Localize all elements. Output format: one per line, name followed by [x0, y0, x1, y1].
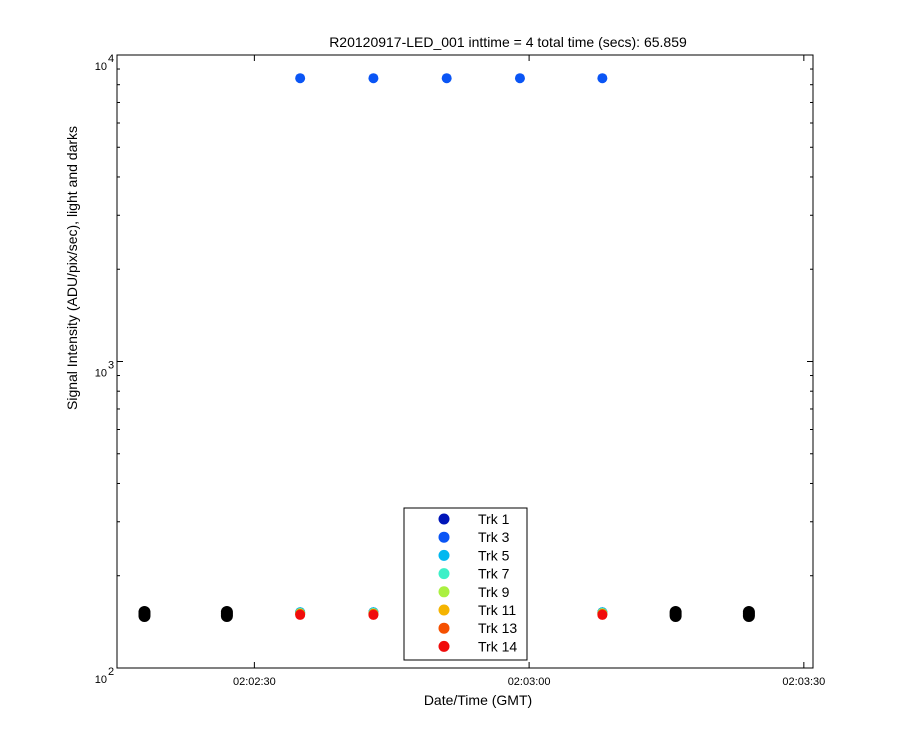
legend-label-trk-3: Trk 3: [478, 529, 510, 545]
point-trk-3: [441, 73, 452, 84]
x-tick-label: 02:03:00: [508, 676, 551, 688]
y-tick-exponent: 3: [108, 360, 114, 372]
point-trk-3: [514, 73, 525, 84]
legend-marker-trk-7: [438, 568, 450, 580]
legend: Trk 1 Trk 3 Trk 5 Trk 7 Trk 9 Trk 11 Trk 13 Trk…: [403, 507, 528, 661]
point-trk-3: [368, 73, 379, 84]
legend-label-trk-5: Trk 5: [478, 547, 510, 563]
y-tick-label: 10: [95, 674, 107, 686]
y-tick-exponent: 2: [108, 666, 114, 678]
x-axis-label: Date/Time (GMT): [424, 692, 532, 708]
legend-label-trk-11: Trk 11: [478, 602, 516, 618]
point-trk-3: [295, 73, 306, 84]
legend-label-trk-7: Trk 7: [478, 566, 510, 582]
x-tick-label: 02:02:30: [233, 676, 276, 688]
legend-box: [403, 507, 528, 661]
plot-frame: [116, 54, 814, 669]
point-trk-14: [597, 609, 608, 620]
chart-title: R20120917-LED_001 inttime = 4 total time…: [329, 34, 687, 50]
point-trk-3: [597, 73, 608, 84]
dark-point: [669, 610, 682, 623]
legend-label-trk-1: Trk 1: [478, 511, 510, 527]
y-axis-label: Signal Intensity (ADU/pix/sec), light an…: [64, 126, 80, 410]
dark-point: [138, 610, 151, 623]
dark-point: [220, 610, 233, 623]
legend-marker-trk-13: [438, 622, 450, 634]
legend-marker-trk-5: [438, 549, 450, 561]
y-tick-exponent: 4: [108, 53, 114, 65]
y-tick-label: 10: [95, 368, 107, 380]
x-axis-ticks: 02:02:30 02:03:00 02:03:30: [233, 55, 825, 688]
legend-marker-trk-14: [438, 640, 450, 652]
y-tick-label: 10: [95, 61, 107, 73]
point-trk-14: [368, 609, 379, 620]
x-tick-label: 02:03:30: [782, 676, 825, 688]
data-points: [138, 73, 755, 623]
legend-label-trk-9: Trk 9: [478, 584, 510, 600]
legend-label-trk-14: Trk 14: [478, 638, 517, 654]
legend-label-trk-13: Trk 13: [478, 620, 517, 636]
legend-marker-trk-1: [438, 513, 450, 525]
legend-marker-trk-9: [438, 586, 450, 598]
dark-point: [742, 610, 755, 623]
legend-marker-trk-11: [438, 604, 450, 616]
legend-marker-trk-3: [438, 531, 450, 543]
point-trk-14: [295, 609, 306, 620]
